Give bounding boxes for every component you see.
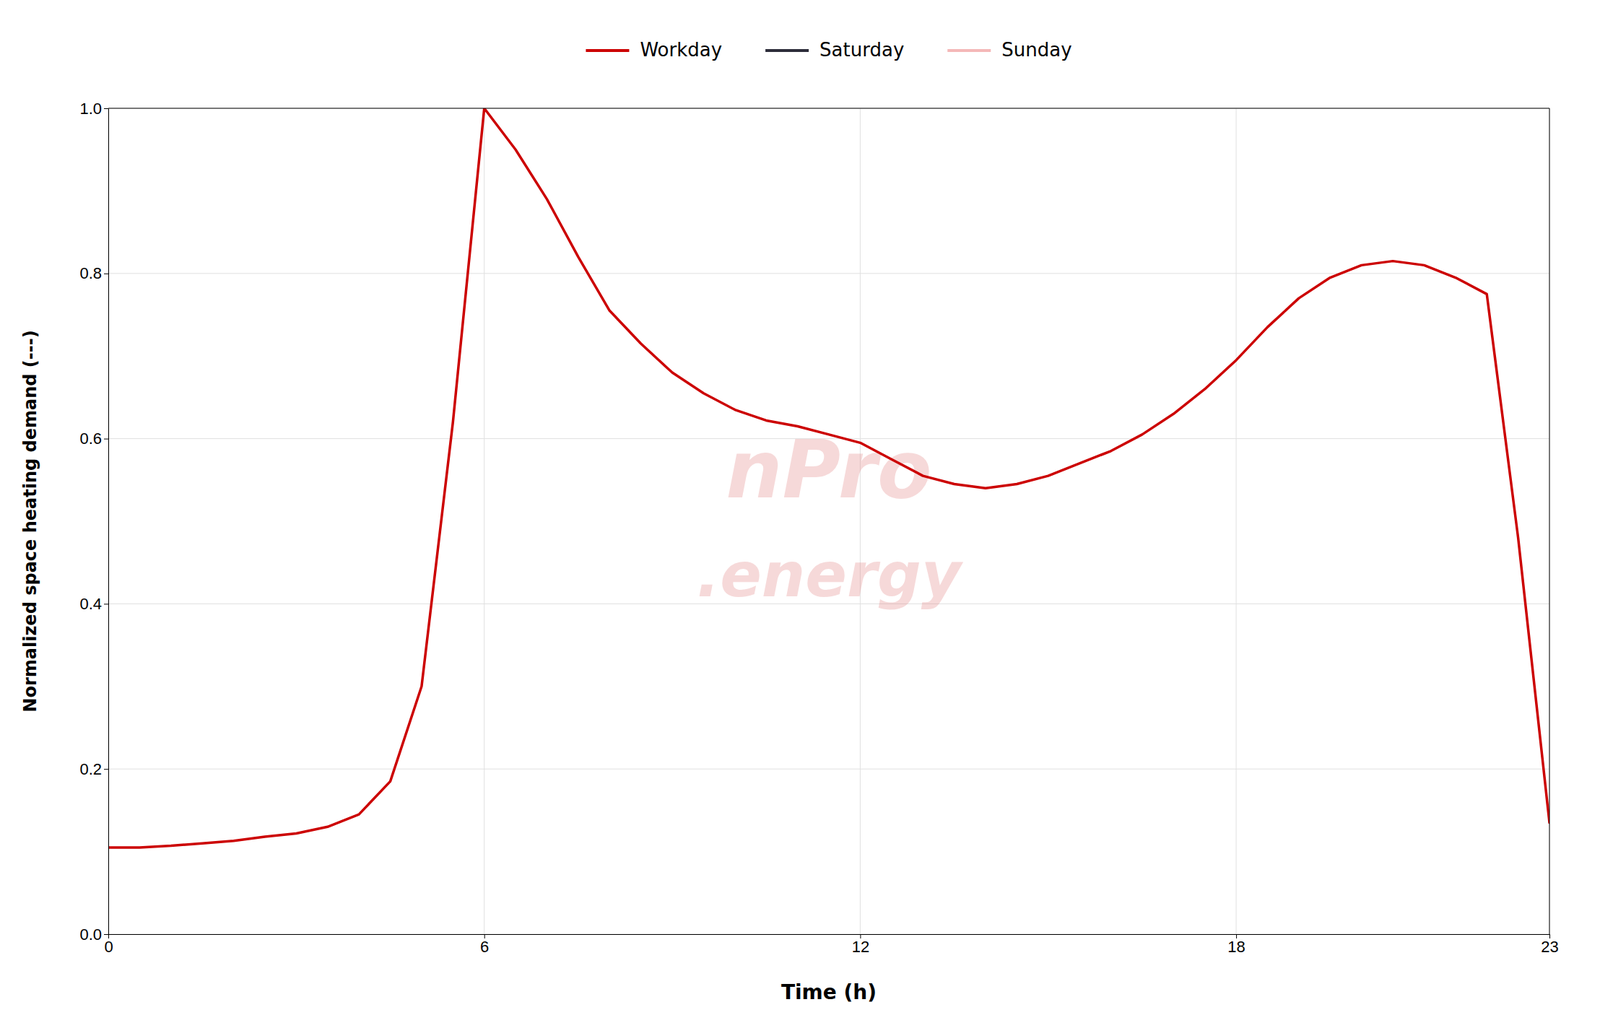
tick-label: 0.8 [79, 264, 102, 283]
tick-label: 0.2 [79, 760, 102, 779]
grid-line-y [108, 934, 1550, 936]
tick-label: 0.4 [79, 594, 102, 613]
grid-line-x [108, 108, 110, 935]
chart: nPro .energy 0 6 12 18 23 0.0 0.2 0.4 0.6 0.8 1.0 Tim… [0, 0, 1600, 1028]
legend-label: Sunday [1001, 38, 1072, 61]
tick-mark [103, 768, 109, 770]
legend-swatch [765, 49, 809, 52]
tick-label: 18 [1227, 937, 1245, 956]
tick-mark [103, 934, 109, 936]
tick-label: 6 [480, 937, 489, 956]
tick: 23 [1540, 934, 1559, 956]
tick: 12 [851, 934, 870, 956]
legend-item: Saturday [765, 38, 904, 61]
x-axis-title: Time (h) [781, 980, 877, 1005]
tick: 0.0 [79, 925, 109, 944]
tick: 0.2 [79, 760, 109, 779]
legend-item: Workday [585, 38, 723, 61]
y-axis: 0.0 0.2 0.4 0.6 0.8 1.0 [79, 99, 109, 944]
grid [108, 108, 1550, 935]
legend: Workday Saturday Sunday [585, 38, 1072, 61]
y-axis-title: Normalized space heating demand (---) [20, 329, 41, 712]
axis-line [109, 934, 1551, 936]
frame-line [1549, 108, 1551, 935]
tick: 0 [103, 934, 113, 956]
axis-line [108, 109, 110, 936]
tick: 18 [1227, 934, 1245, 956]
legend-swatch [585, 49, 629, 52]
tick-mark [103, 603, 109, 605]
grid-line-y [108, 108, 1550, 110]
grid-line-x [1236, 108, 1237, 935]
x-axis: 0 6 12 18 23 [103, 934, 1559, 956]
watermark: nPro [725, 423, 932, 517]
grid-line-y [108, 768, 1550, 770]
grid-line-x [1549, 108, 1551, 935]
legend-swatch [947, 49, 991, 52]
tick: 0.8 [79, 264, 109, 283]
tick-mark [103, 108, 109, 110]
tick: 1.0 [79, 99, 109, 118]
tick: 0.4 [79, 594, 109, 613]
tick-label: 0.6 [79, 429, 102, 448]
legend-label: Workday [639, 38, 723, 61]
grid-line-x [859, 108, 861, 935]
tick: 0.6 [79, 429, 109, 448]
grid-line-x [483, 108, 485, 935]
tick-label: 12 [851, 937, 870, 956]
series-line [108, 108, 1550, 848]
tick-label: 1.0 [79, 99, 102, 118]
grid-line-y [108, 272, 1550, 274]
watermark: .energy [696, 539, 964, 611]
tick-mark [103, 438, 109, 440]
annotations: nPro .energy [696, 423, 964, 611]
tick-mark [103, 273, 109, 275]
series-group [108, 108, 1550, 848]
frame-line [108, 108, 1550, 110]
tick-label: 23 [1540, 937, 1559, 956]
plot-root: nPro .energy 0 6 12 18 23 0.0 0.2 0.4 0.6 0.8 1.0 [79, 99, 1559, 956]
legend-label: Saturday [819, 38, 904, 61]
tick-label: 0 [103, 937, 113, 956]
legend-item: Sunday [947, 38, 1072, 61]
tick: 6 [480, 934, 489, 956]
tick-label: 0.0 [79, 925, 102, 944]
